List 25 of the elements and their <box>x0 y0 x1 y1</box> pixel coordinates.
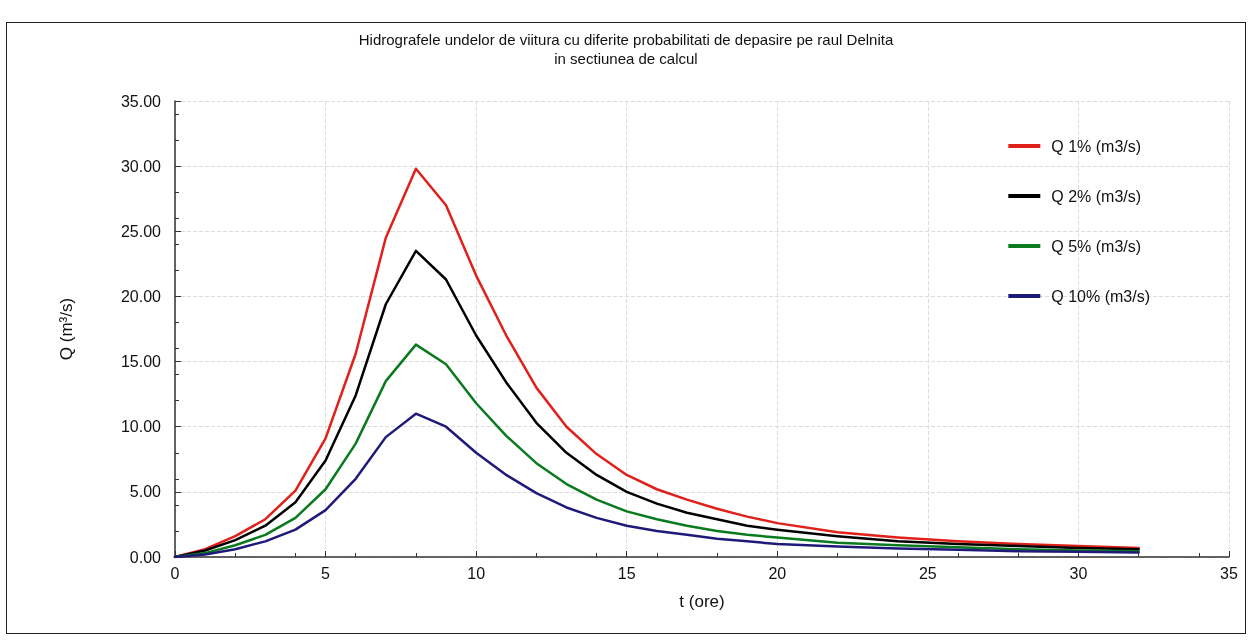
chart-subtitle: in sectiunea de calcul <box>554 50 698 67</box>
chart-title: Hidrografele undelor de viitura cu diferite probabilitati de depasire pe raul Delnita <box>358 31 894 48</box>
x-tick-label: 25 <box>918 564 937 582</box>
line-series <box>173 412 1140 559</box>
x-tick-label: 15 <box>617 564 636 582</box>
y-tick-label: 20.00 <box>120 287 162 305</box>
y-tick-label: 15.00 <box>120 353 162 371</box>
x-axis-title: t (ore) <box>679 592 725 611</box>
x-tick-label: 20 <box>768 564 787 582</box>
x-tick-label: 10 <box>467 564 486 582</box>
y-tick-label: 35.00 <box>120 92 162 110</box>
y-tick-label: 0.00 <box>129 548 162 566</box>
x-tick-label: 35 <box>1220 564 1238 582</box>
legend-label: Q 1% (m3/s) <box>1051 137 1142 155</box>
y-tick-label: 10.00 <box>120 418 162 436</box>
y-tick-label: 25.00 <box>120 222 162 240</box>
y-tick-label: 5.00 <box>129 483 162 501</box>
x-tick-label: 5 <box>321 564 331 582</box>
x-tick-label: 0 <box>170 564 180 582</box>
legend-label: Q 2% (m3/s) <box>1051 187 1142 205</box>
legend-label: Q 10% (m3/s) <box>1051 287 1150 305</box>
y-axis-title: Q (m³/s) <box>57 297 76 361</box>
x-tick-label: 30 <box>1069 564 1088 582</box>
legend-label: Q 5% (m3/s) <box>1051 237 1142 255</box>
y-tick-label: 30.00 <box>120 157 162 175</box>
